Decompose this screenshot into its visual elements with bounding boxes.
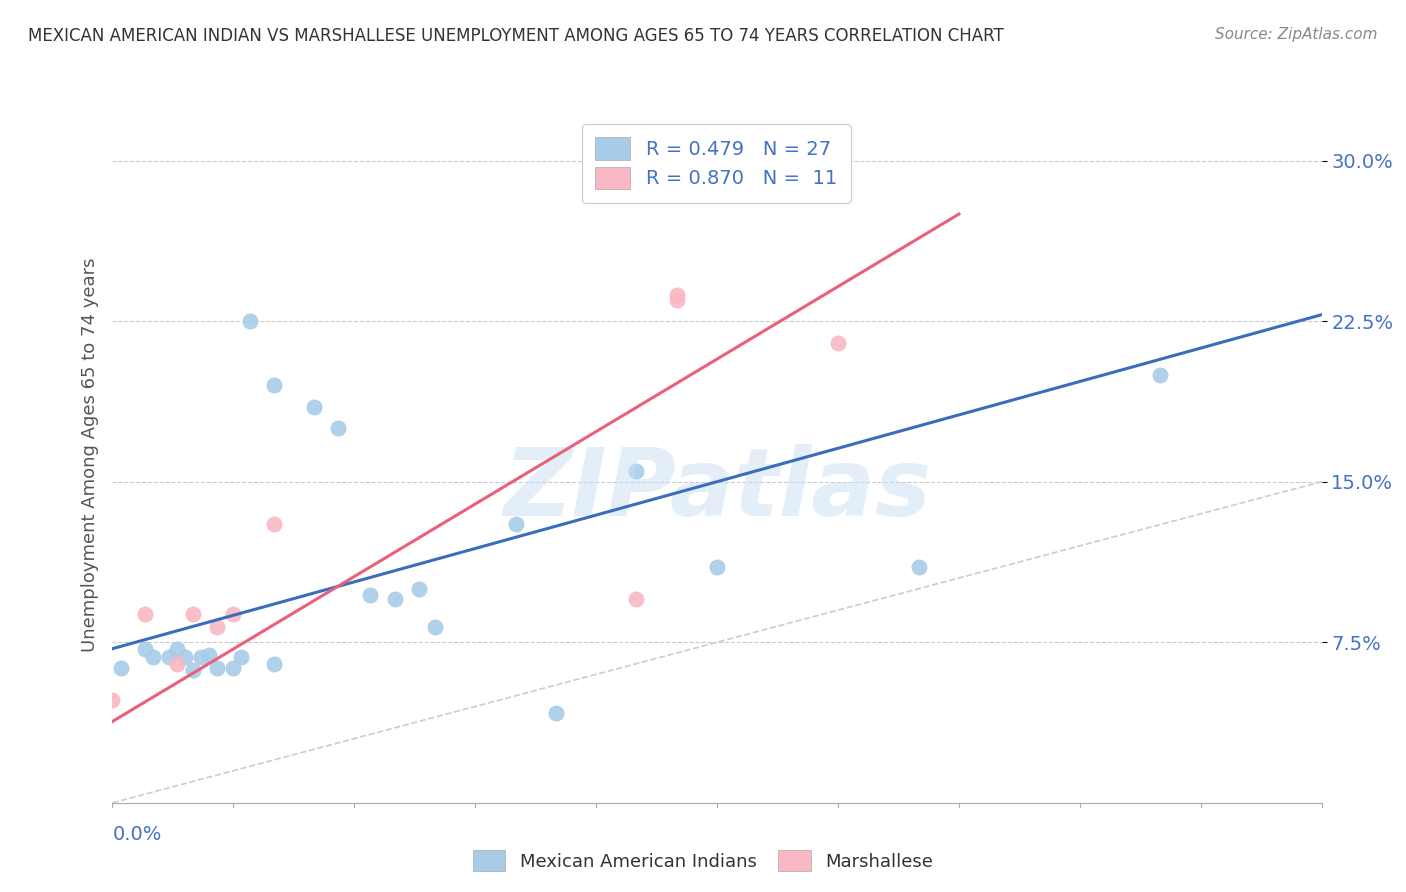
Point [706,560,728,574]
Point [302,400,325,414]
Text: Source: ZipAtlas.com: Source: ZipAtlas.com [1215,27,1378,42]
Point [190,650,212,665]
Point [665,288,688,302]
Point [1149,368,1171,382]
Point [142,650,165,665]
Point [157,650,180,665]
Point [207,620,229,634]
Y-axis label: Unemployment Among Ages 65 to 74 years: Unemployment Among Ages 65 to 74 years [80,258,98,652]
Point [174,650,197,665]
Legend: Mexican American Indians, Marshallese: Mexican American Indians, Marshallese [465,843,941,879]
Point [423,620,446,634]
Point [626,464,648,478]
Point [626,592,648,607]
Point [665,293,688,307]
Point [263,517,285,532]
Point [238,314,260,328]
Point [166,657,188,671]
Point [359,588,381,602]
Point [166,641,188,656]
Legend: R = 0.479   N = 27, R = 0.870   N =  11: R = 0.479 N = 27, R = 0.870 N = 11 [582,124,851,202]
Point [827,335,849,350]
Point [263,657,285,671]
Point [384,592,406,607]
Point [907,560,929,574]
Text: ZIPatlas: ZIPatlas [503,443,931,536]
Point [134,607,156,622]
Point [181,607,204,622]
Text: 0.0%: 0.0% [112,825,162,844]
Point [408,582,430,596]
Point [181,663,204,677]
Point [222,661,245,675]
Point [222,607,245,622]
Point [231,650,253,665]
Point [198,648,221,662]
Point [328,421,350,435]
Point [544,706,567,720]
Point [263,378,285,392]
Point [505,517,527,532]
Point [207,661,229,675]
Point [110,661,132,675]
Point [101,693,124,707]
Point [134,641,156,656]
Text: MEXICAN AMERICAN INDIAN VS MARSHALLESE UNEMPLOYMENT AMONG AGES 65 TO 74 YEARS CO: MEXICAN AMERICAN INDIAN VS MARSHALLESE U… [28,27,1004,45]
